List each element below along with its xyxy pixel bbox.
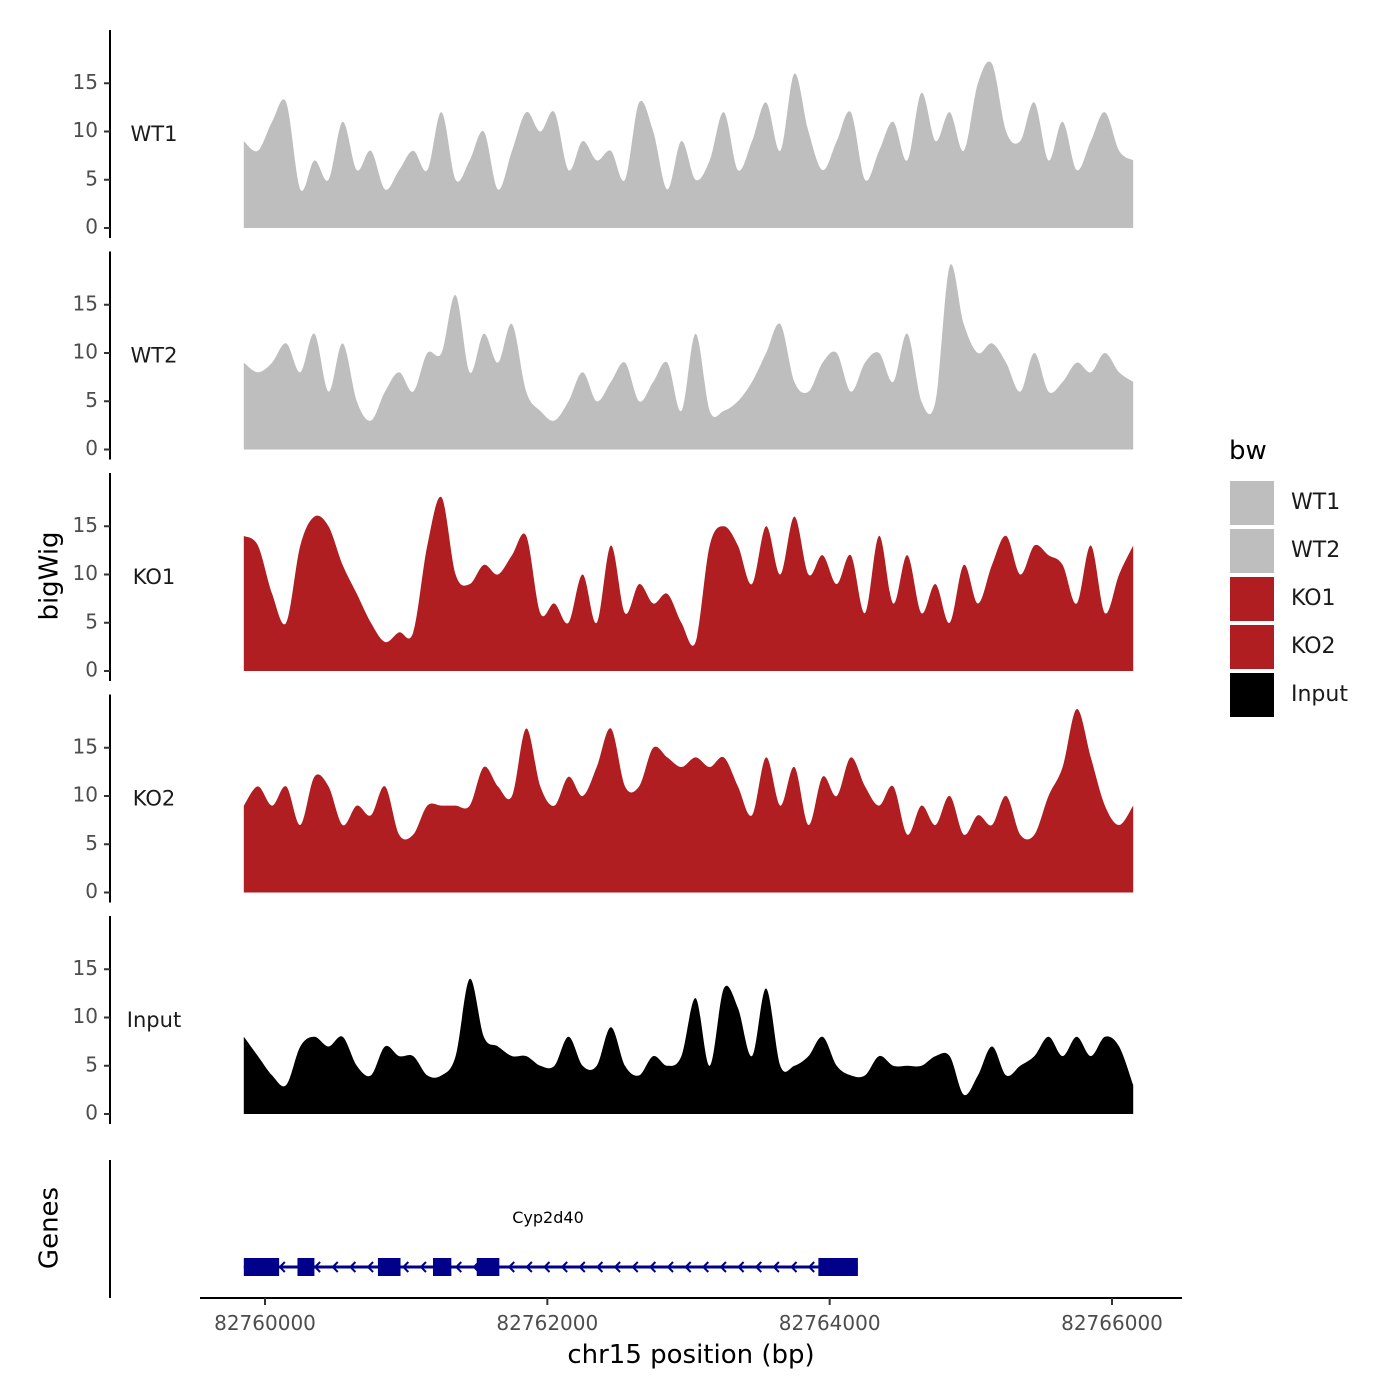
y-tick-label: 10 bbox=[73, 118, 98, 142]
y-tick-label: 15 bbox=[73, 734, 98, 758]
strand-arrow bbox=[366, 1261, 374, 1273]
strand-arrow bbox=[596, 1261, 604, 1273]
y-tick-label: 0 bbox=[85, 1101, 98, 1125]
y-tick-label: 15 bbox=[73, 291, 98, 315]
strand-arrow bbox=[648, 1261, 657, 1273]
coverage-area-wt1 bbox=[243, 61, 1134, 228]
strand-arrow bbox=[578, 1261, 586, 1273]
coverage-area-ko1 bbox=[243, 496, 1134, 671]
exon bbox=[818, 1258, 858, 1276]
y-axis-title: bigWig bbox=[35, 531, 65, 620]
legend-swatch bbox=[1230, 529, 1274, 573]
track-panel-input: 0 5 10 15 Input bbox=[73, 916, 1134, 1125]
y-tick-label: 0 bbox=[85, 658, 98, 682]
strand-arrow bbox=[684, 1261, 692, 1273]
gene-exons bbox=[243, 1258, 858, 1276]
track-label-wt1: WT1 bbox=[131, 122, 178, 146]
x-tick-label: 82764000 bbox=[779, 1311, 881, 1335]
track-label-ko1: KO1 bbox=[133, 565, 176, 589]
coverage-area-wt2 bbox=[243, 264, 1134, 450]
coverage-area-input bbox=[243, 978, 1134, 1114]
exon bbox=[377, 1258, 401, 1276]
y-tick-label: 0 bbox=[85, 215, 98, 239]
track-label-input: Input bbox=[127, 1008, 181, 1032]
y-tick-label: 0 bbox=[85, 879, 98, 903]
coverage-area-ko2 bbox=[243, 709, 1134, 893]
legend-swatch bbox=[1230, 625, 1274, 669]
y-tick-label: 10 bbox=[73, 783, 98, 807]
exon bbox=[476, 1258, 500, 1276]
legend-item-ko2: KO2 bbox=[1230, 625, 1336, 669]
strand-arrow bbox=[790, 1261, 798, 1273]
y-tick-label: 15 bbox=[73, 70, 98, 94]
y-tick-label: 5 bbox=[85, 609, 98, 633]
strand-arrow bbox=[525, 1261, 533, 1273]
exon bbox=[432, 1258, 452, 1276]
y-tick-label: 10 bbox=[73, 1004, 98, 1028]
gene-name-label: Cyp2d40 bbox=[512, 1208, 584, 1227]
y-tick-label: 10 bbox=[73, 340, 98, 364]
strand-arrow bbox=[454, 1261, 462, 1273]
legend-label: KO2 bbox=[1291, 634, 1336, 659]
x-tick-label: 82762000 bbox=[496, 1311, 598, 1335]
strand-arrow bbox=[772, 1261, 780, 1273]
x-axis-ticks: 82760000 82762000 82764000 82766000 bbox=[214, 1298, 1163, 1335]
y-tick-label: 0 bbox=[85, 436, 98, 460]
x-axis-title: chr15 position (bp) bbox=[567, 1340, 814, 1370]
track-panel-wt2: 0 5 10 15 WT2 bbox=[73, 251, 1134, 460]
legend-item-wt2: WT2 bbox=[1230, 529, 1340, 573]
legend-label: WT1 bbox=[1291, 490, 1340, 515]
track-panel-ko2: 0 5 10 15 KO2 bbox=[73, 694, 1134, 903]
strand-arrow bbox=[737, 1261, 745, 1273]
strand-arrow bbox=[507, 1261, 515, 1273]
track-label-ko2: KO2 bbox=[133, 787, 176, 811]
strand-arrow bbox=[560, 1261, 568, 1273]
legend-title: bw bbox=[1229, 436, 1267, 466]
strand-arrow bbox=[278, 1261, 286, 1273]
legend-label: WT2 bbox=[1291, 538, 1340, 563]
strand-arrow bbox=[401, 1261, 410, 1273]
strand-arrow bbox=[419, 1261, 427, 1273]
gene-track: Genes Cyp2d40 bbox=[35, 1160, 858, 1298]
strand-arrow bbox=[543, 1261, 551, 1273]
strand-arrow bbox=[348, 1261, 357, 1273]
y-tick-label: 5 bbox=[85, 388, 98, 412]
strand-arrow bbox=[331, 1261, 339, 1273]
strand-arrow bbox=[719, 1261, 727, 1273]
legend-label: Input bbox=[1291, 682, 1348, 707]
exon bbox=[297, 1258, 315, 1276]
coverage-tracks: 0 5 10 15 WT1 0 5 10 15 WT2 0 5 10 15 KO1 0 5 10 15 KO2 0 5 10… bbox=[73, 30, 1134, 1125]
strand-arrow bbox=[613, 1261, 621, 1273]
gene-track-label: Genes bbox=[35, 1187, 65, 1269]
legend-swatch bbox=[1230, 577, 1274, 621]
y-tick-label: 5 bbox=[85, 166, 98, 190]
strand-arrow bbox=[313, 1261, 321, 1273]
strand-arrow bbox=[701, 1261, 710, 1273]
legend: bw WT1 WT2 KO1 KO2 Input bbox=[1229, 436, 1348, 717]
legend-item-wt1: WT1 bbox=[1230, 481, 1340, 525]
legend-item-input: Input bbox=[1230, 673, 1348, 717]
y-tick-label: 15 bbox=[73, 513, 98, 537]
strand-arrow bbox=[666, 1261, 674, 1273]
strand-arrow bbox=[807, 1261, 815, 1273]
track-label-wt2: WT2 bbox=[131, 344, 178, 368]
x-axis: 82760000 82762000 82764000 82766000 chr15 p… bbox=[200, 1297, 1182, 1370]
x-tick-label: 82760000 bbox=[214, 1311, 316, 1335]
x-tick-label: 82766000 bbox=[1061, 1311, 1163, 1335]
legend-swatch bbox=[1230, 481, 1274, 525]
y-tick-label: 5 bbox=[85, 1052, 98, 1076]
track-panel-wt1: 0 5 10 15 WT1 bbox=[73, 30, 1134, 239]
legend-item-ko1: KO1 bbox=[1230, 577, 1336, 621]
legend-swatch bbox=[1230, 673, 1274, 717]
y-tick-label: 10 bbox=[73, 561, 98, 585]
track-panel-ko1: 0 5 10 15 KO1 bbox=[73, 473, 1134, 682]
exon bbox=[243, 1258, 280, 1276]
strand-arrow bbox=[631, 1261, 639, 1273]
y-tick-label: 5 bbox=[85, 831, 98, 855]
y-tick-label: 15 bbox=[73, 956, 98, 980]
strand-arrow bbox=[754, 1261, 762, 1273]
legend-items: WT1 WT2 KO1 KO2 Input bbox=[1230, 481, 1348, 717]
legend-label: KO1 bbox=[1291, 586, 1336, 611]
